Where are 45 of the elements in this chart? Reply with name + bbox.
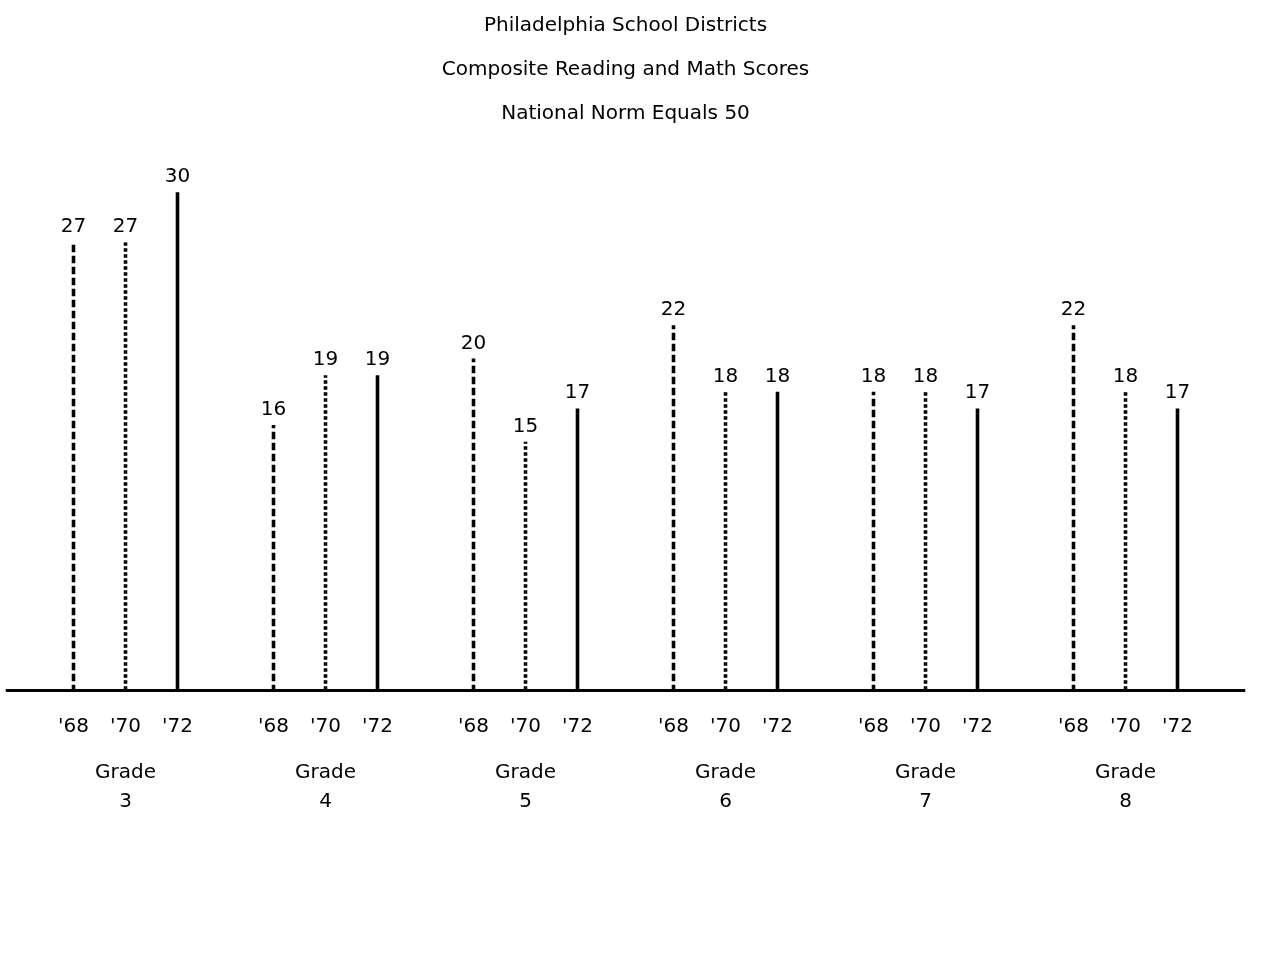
data-label: 19 [364, 346, 391, 371]
text: '70 [910, 712, 941, 737]
data-label: 22 [1060, 296, 1087, 321]
text: '70 [710, 712, 741, 737]
text: '72 [1162, 712, 1193, 737]
data-label: 17 [564, 379, 591, 404]
text: '68 [658, 712, 689, 737]
text: National Norm Equals 50 [501, 99, 750, 124]
data-label: 18 [764, 362, 791, 387]
data-label: 18 [1112, 362, 1139, 387]
text: '68 [458, 712, 489, 737]
data-label: 27 [112, 213, 139, 238]
data-label: 18 [712, 362, 739, 387]
x-tick-label: Grade 4 [295, 758, 356, 812]
data-label: 19 [312, 346, 339, 371]
x-tick-label: Grade 8 [1095, 758, 1156, 812]
data-label: 18 [912, 362, 939, 387]
x-tick-label: Grade 5 [495, 758, 556, 812]
x-tick-label: Grade 6 [695, 758, 756, 812]
text: '68 [1058, 712, 1089, 737]
chart-subtitle: Composite Reading and Math Scores [441, 55, 810, 80]
data-label: 22 [660, 296, 687, 321]
text: '68 [858, 712, 889, 737]
data-label: 20 [460, 329, 487, 354]
text: '68 [258, 712, 289, 737]
x-tick-label: Grade 7 [895, 758, 956, 812]
text: '72 [362, 712, 393, 737]
data-label: 18 [860, 362, 887, 387]
data-label: 27 [60, 213, 87, 238]
series-label: '72 [162, 712, 193, 737]
data-label: 30 [164, 163, 191, 188]
text: '72 [762, 712, 793, 737]
text: '72 [562, 712, 593, 737]
text: '72 [962, 712, 993, 737]
data-label: 17 [1164, 379, 1191, 404]
text: '70 [1110, 712, 1141, 737]
chart-title: Philadelphia School Districts [483, 11, 768, 36]
data-label: 16 [260, 396, 287, 421]
series-label: '68 [58, 712, 89, 737]
text: '70 [310, 712, 341, 737]
data-label: 15 [512, 412, 539, 437]
text: '70 [510, 712, 541, 737]
data-label: 17 [964, 379, 991, 404]
series-label: '70 [110, 712, 141, 737]
x-tick-label: Grade 3 [95, 758, 156, 812]
